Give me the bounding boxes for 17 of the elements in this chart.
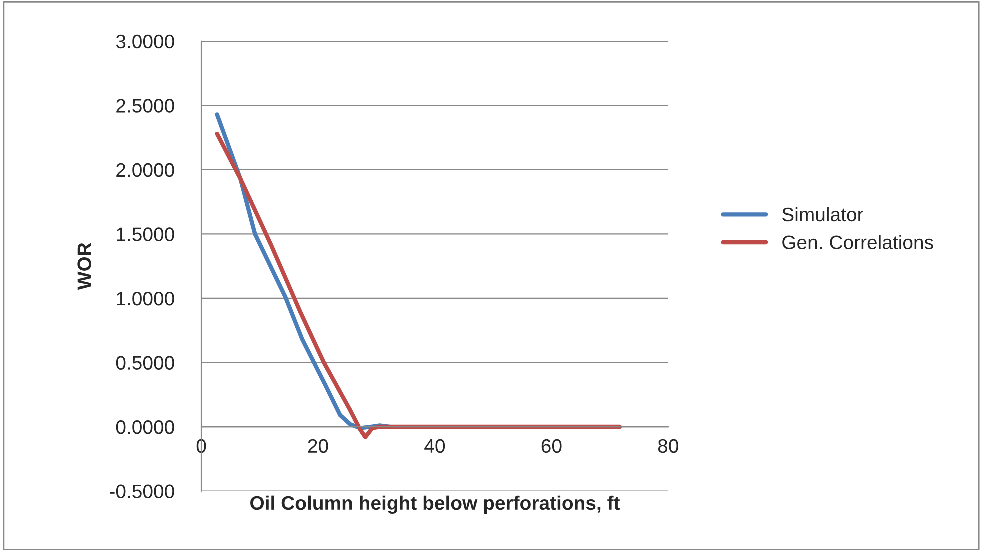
y-tick-label: 2.5000 bbox=[116, 99, 174, 113]
y-tick-label: 2.0000 bbox=[116, 163, 174, 178]
y-tick-label: 3.0000 bbox=[116, 34, 174, 49]
y-tick-label: 0.5000 bbox=[116, 356, 174, 370]
x-axis-title: Oil Column height below perforations, ft bbox=[250, 496, 620, 514]
x-tick-label: 20 bbox=[308, 439, 328, 454]
y-tick-label: 0.0000 bbox=[116, 420, 174, 434]
x-tick-label: 60 bbox=[542, 439, 562, 454]
line-series bbox=[215, 132, 622, 440]
y-tick-label: 1.0000 bbox=[117, 292, 174, 306]
x-tick-label: 80 bbox=[658, 439, 678, 454]
legend-label: Gen. Correlations bbox=[782, 235, 934, 250]
y-tick-label: 1.5000 bbox=[117, 228, 174, 242]
y-axis-title: WOR bbox=[78, 242, 92, 290]
y-tick-label: -0.5000 bbox=[110, 484, 174, 499]
x-tick-label: 40 bbox=[424, 439, 446, 454]
legend-label: Simulator bbox=[782, 207, 864, 222]
